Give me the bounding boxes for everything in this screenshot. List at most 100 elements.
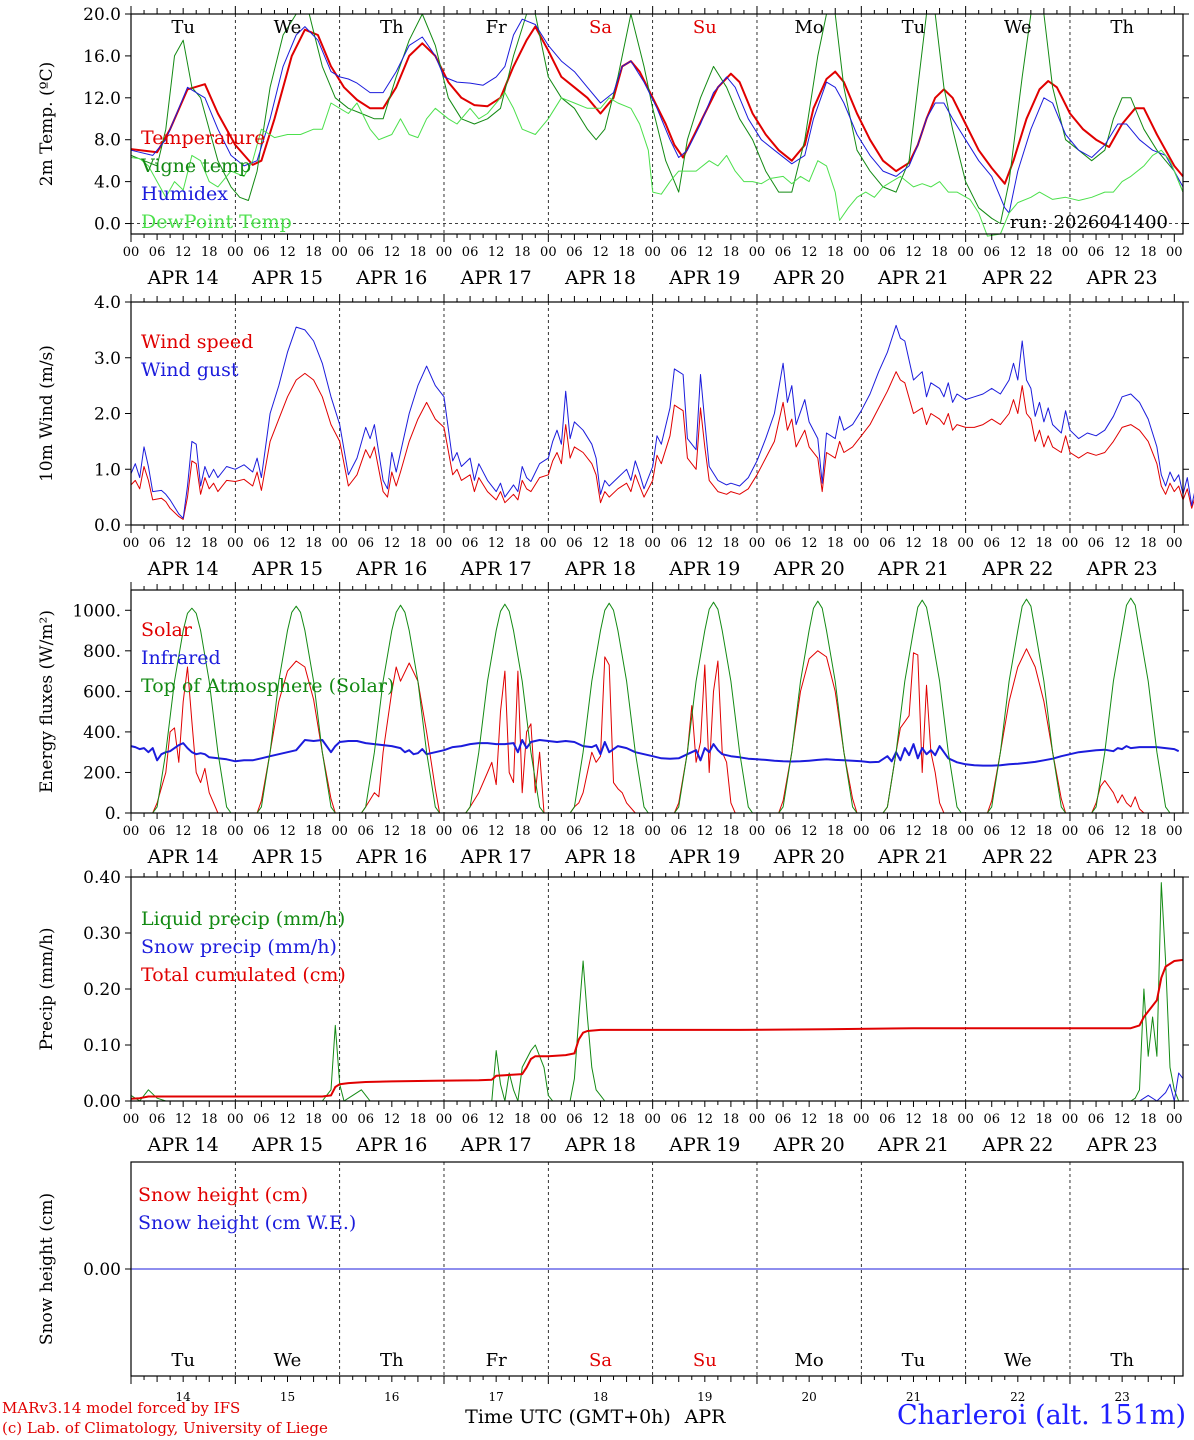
hour-tick-label: 00 — [1166, 1112, 1183, 1127]
hour-tick-label: 00 — [331, 824, 348, 839]
hour-tick-label: 12 — [279, 1112, 296, 1127]
date-label: APR 16 — [355, 267, 427, 289]
hour-tick-label: 18 — [618, 245, 635, 260]
hour-tick-label: 06 — [149, 245, 166, 260]
hour-tick-label: 00 — [1166, 536, 1183, 551]
lab-credit: (c) Lab. of Climatology, University of L… — [2, 1419, 328, 1437]
hour-tick-label: 00 — [540, 824, 557, 839]
hour-tick-label: 00 — [644, 245, 661, 260]
hour-tick-label: 12 — [488, 536, 505, 551]
legend-entry: Solar — [141, 619, 193, 641]
date-label: APR 20 — [773, 267, 845, 289]
day-number-label: 16 — [384, 1390, 399, 1404]
y-tick-label: 400. — [83, 723, 121, 743]
date-label: APR 23 — [1086, 558, 1158, 580]
hour-tick-label: 06 — [1088, 245, 1105, 260]
hour-tick-label: 18 — [201, 245, 218, 260]
y-tick-label: 0.0 — [94, 215, 121, 235]
hour-tick-label: 12 — [697, 824, 714, 839]
hour-tick-label: 00 — [853, 536, 870, 551]
date-label: APR 18 — [564, 1134, 636, 1156]
hour-tick-label: 12 — [801, 536, 818, 551]
weekday-label: Mo — [795, 1350, 824, 1371]
y-tick-label: 0.20 — [83, 980, 121, 1000]
hour-tick-label: 06 — [983, 1112, 1000, 1127]
hour-tick-label: 12 — [592, 1112, 609, 1127]
hour-tick-label: 12 — [697, 1112, 714, 1127]
y-tick-label: 1000. — [72, 601, 121, 621]
station-name: Charleroi (alt. 151m) — [897, 1400, 1186, 1431]
hour-tick-label: 18 — [1140, 245, 1157, 260]
hour-tick-label: 00 — [1166, 824, 1183, 839]
legend-entry: Top of Atmosphere (Solar) — [141, 675, 394, 697]
hour-tick-label: 00 — [644, 536, 661, 551]
legend-entry: Snow height (cm) — [138, 1184, 308, 1206]
date-label: APR 16 — [355, 846, 427, 868]
hour-tick-label: 18 — [723, 245, 740, 260]
series-temperature — [130, 25, 1184, 185]
weekday-label: We — [1004, 1350, 1032, 1371]
hour-tick-label: 06 — [775, 1112, 792, 1127]
hour-tick-label: 06 — [566, 536, 583, 551]
hour-tick-label: 12 — [488, 1112, 505, 1127]
hour-tick-label: 00 — [331, 1112, 348, 1127]
hour-tick-label: 12 — [279, 824, 296, 839]
hour-tick-label: 06 — [775, 824, 792, 839]
date-label: APR 20 — [773, 1134, 845, 1156]
date-label: APR 20 — [773, 846, 845, 868]
hour-tick-label: 12 — [592, 824, 609, 839]
date-label: APR 19 — [668, 1134, 740, 1156]
day-number-label: 17 — [489, 1390, 504, 1404]
series-dewpoint-temp — [130, 92, 1184, 237]
hour-tick-label: 12 — [697, 536, 714, 551]
weekday-label: Tu — [902, 1350, 926, 1371]
hour-tick-label: 18 — [514, 1112, 531, 1127]
date-label: APR 22 — [981, 846, 1053, 868]
hour-tick-label: 00 — [1062, 245, 1079, 260]
y-tick-label: 800. — [83, 642, 121, 662]
y-axis-label: 10m Wind (m/s) — [37, 345, 57, 482]
hour-tick-label: 18 — [827, 824, 844, 839]
y-tick-label: 0.30 — [83, 924, 121, 944]
hour-tick-label: 12 — [384, 1112, 401, 1127]
hour-tick-label: 00 — [749, 824, 766, 839]
hour-tick-label: 06 — [1088, 1112, 1105, 1127]
date-label: APR 21 — [877, 267, 949, 289]
date-label: APR 23 — [1086, 267, 1158, 289]
legend-entry: Wind gust — [141, 359, 239, 381]
hour-tick-label: 12 — [384, 536, 401, 551]
series-top-of-atmosphere-solar — [131, 597, 1179, 814]
hour-tick-label: 12 — [592, 245, 609, 260]
hour-tick-label: 18 — [305, 824, 322, 839]
hour-tick-label: 12 — [905, 536, 922, 551]
y-tick-label: 200. — [83, 763, 121, 783]
date-label: APR 18 — [564, 846, 636, 868]
hour-tick-label: 18 — [931, 1112, 948, 1127]
hour-tick-label: 18 — [827, 1112, 844, 1127]
hour-tick-label: 12 — [801, 1112, 818, 1127]
hour-tick-label: 18 — [305, 245, 322, 260]
y-tick-label: 0.00 — [83, 1260, 121, 1280]
run-label: run: 2026041400 — [1010, 212, 1168, 233]
hour-tick-label: 06 — [462, 536, 479, 551]
y-axis-label: 2m Temp. (ºC) — [37, 62, 57, 187]
hour-tick-label: 06 — [983, 245, 1000, 260]
legend-entry: Liquid precip (mm/h) — [141, 908, 345, 930]
date-label: APR 21 — [877, 846, 949, 868]
legend-entry: Humidex — [141, 183, 228, 205]
y-tick-label: 0.40 — [83, 868, 121, 888]
hour-tick-label: 18 — [618, 536, 635, 551]
date-label: APR 14 — [147, 1134, 219, 1156]
hour-tick-label: 06 — [253, 536, 270, 551]
date-label: APR 15 — [251, 846, 323, 868]
day-number-label: 21 — [906, 1390, 921, 1404]
hour-tick-label: 00 — [123, 824, 140, 839]
hour-tick-label: 18 — [201, 1112, 218, 1127]
y-tick-label: 600. — [83, 682, 121, 702]
hour-tick-label: 06 — [357, 536, 374, 551]
date-label: APR 19 — [668, 846, 740, 868]
model-credit: MARv3.14 model forced by IFS — [2, 1399, 241, 1417]
hour-tick-label: 18 — [931, 824, 948, 839]
hour-tick-label: 12 — [175, 1112, 192, 1127]
